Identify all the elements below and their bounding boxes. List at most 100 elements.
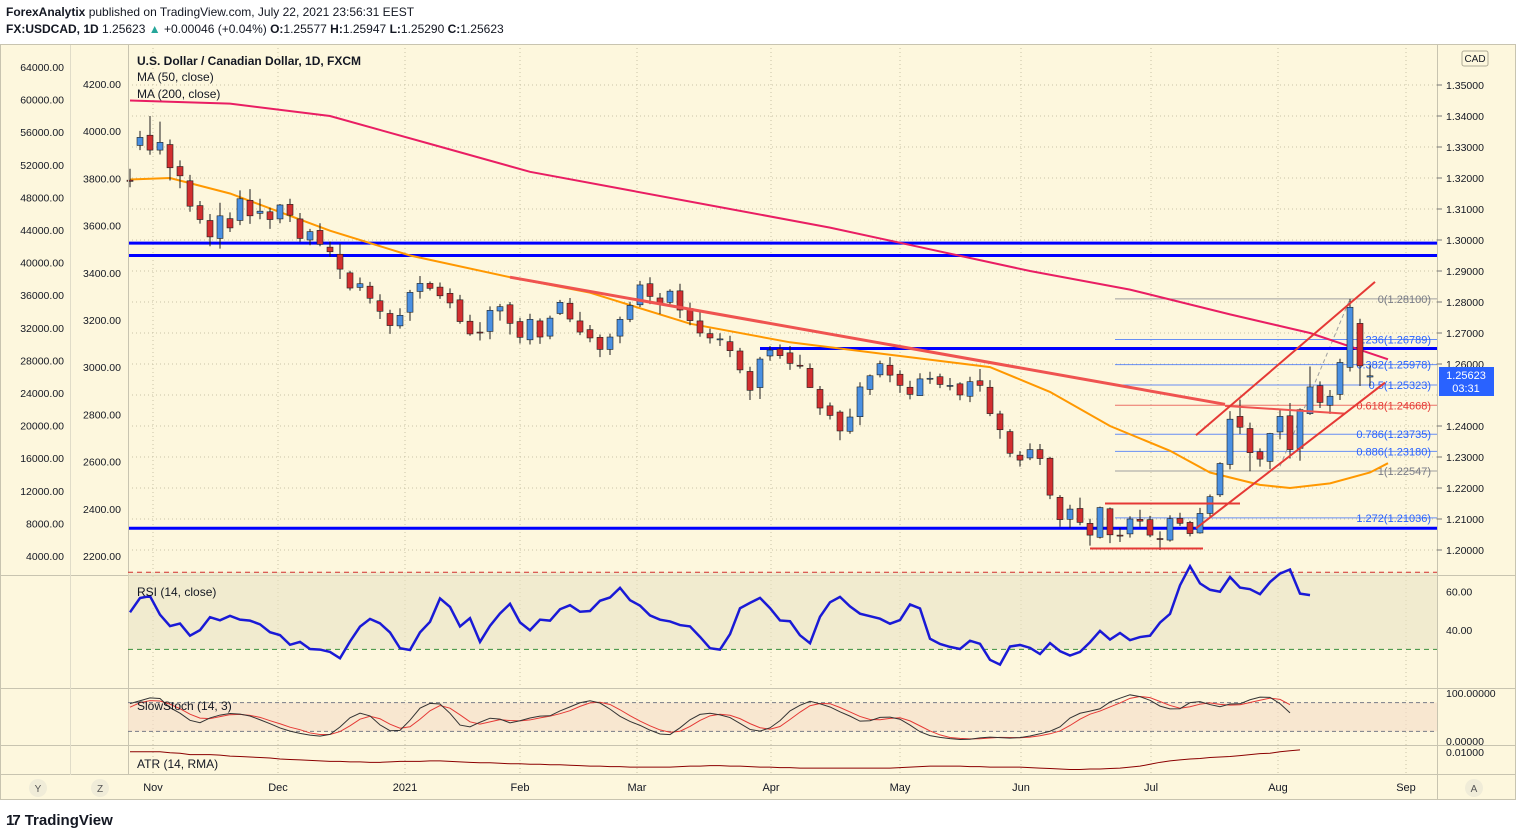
fib-level-label: 0.618(1.24668): [1356, 400, 1431, 412]
candle-body: [836, 411, 844, 432]
main-pane[interactable]: [128, 44, 1437, 575]
publisher-name[interactable]: ForexAnalytix: [6, 5, 86, 19]
currency-tag[interactable]: [1461, 50, 1489, 67]
left-axis-a-label: 60000.00: [20, 95, 64, 107]
last-price-label: 1.25623: [1446, 370, 1486, 382]
trendline[interactable]: [509, 275, 1226, 406]
atr-legend[interactable]: ATR (14, RMA): [137, 757, 218, 771]
stoch-indicator: 100.00000 0.00000: [128, 688, 1496, 748]
candle-body: [726, 341, 734, 351]
candle-body: [1246, 428, 1254, 453]
atr-pane[interactable]: [128, 746, 1437, 774]
candle-body: [276, 204, 284, 220]
candle-body: [1216, 463, 1224, 496]
left-axis-a-label: 44000.00: [20, 225, 64, 237]
candle-body: [406, 292, 414, 313]
candle-body: [466, 320, 474, 335]
candle-body: [266, 211, 274, 220]
candle-body: [906, 386, 914, 395]
candle-body: [826, 405, 834, 416]
right-axis-label: 1.33000: [1446, 142, 1484, 154]
candle-body: [956, 383, 964, 396]
stoch-axis-label: 0.00000: [1446, 736, 1484, 748]
published-text: published on TradingView.com, July 22, 2…: [88, 5, 415, 19]
candle-body: [636, 284, 644, 306]
candle-body: [1166, 518, 1174, 541]
candle-body: [366, 285, 374, 299]
candle-body: [1256, 451, 1264, 460]
candle-body: [1016, 454, 1024, 461]
candle-body: [1236, 416, 1244, 428]
candle-body: [1026, 449, 1034, 459]
candle-body: [506, 304, 514, 324]
atr-indicator: 0.01000: [130, 747, 1484, 771]
right-axis-label: 1.29000: [1446, 266, 1484, 278]
fib-level-label: 0.786(1.23735): [1356, 429, 1431, 441]
rsi-legend[interactable]: RSI (14, close): [137, 585, 216, 599]
candle-body: [386, 313, 394, 326]
left-axis-a-label: 56000.00: [20, 127, 64, 139]
trendlines: [509, 275, 1386, 550]
candle-body: [1036, 449, 1044, 459]
ma50-legend[interactable]: MA (50, close): [137, 70, 214, 84]
stoch-band-fill: [128, 702, 1437, 732]
candle-body: [856, 386, 864, 418]
trendline[interactable]: [1195, 381, 1386, 530]
candle-body: [1156, 538, 1164, 540]
candle-body: [886, 364, 894, 376]
time-axis-label: Nov: [143, 782, 163, 794]
tradingview-logo[interactable]: 17 TradingView: [6, 812, 113, 829]
candle-body: [916, 378, 924, 396]
candle-body: [136, 137, 144, 146]
open-value: 1.25577: [283, 22, 327, 36]
high-label: H:: [330, 22, 343, 36]
tradingview-mark-icon: 17: [6, 812, 21, 829]
candle-body: [746, 371, 754, 391]
candle-body: [876, 363, 884, 376]
left-axis-b-label: 2400.00: [83, 504, 121, 516]
candle-body: [766, 349, 774, 357]
candle-body: [296, 218, 304, 239]
candle-body: [306, 231, 314, 241]
right-axis-label: 1.32000: [1446, 173, 1484, 185]
time-axis-label: Aug: [1268, 782, 1288, 794]
left-axis-a-label: 12000.00: [20, 486, 64, 498]
right-axis-label: 1.34000: [1446, 111, 1484, 123]
time-axis-label: Jun: [1012, 782, 1030, 794]
currency-label: CAD: [1464, 54, 1485, 65]
rsi-axis-label: 40.00: [1446, 625, 1472, 637]
left-axis-b-label: 3200.00: [83, 315, 121, 327]
right-axis-label: 1.22000: [1446, 483, 1484, 495]
time-axis-label: May: [890, 782, 911, 794]
left-axis-b-label: 4200.00: [83, 79, 121, 91]
candle-body: [1296, 409, 1304, 449]
left-axis-b-label: 2200.00: [83, 551, 121, 563]
candle-body: [526, 319, 534, 341]
candle-body: [486, 310, 494, 332]
candle-body: [1046, 457, 1054, 496]
candle-body: [936, 376, 944, 385]
ma200-legend[interactable]: MA (200, close): [137, 87, 220, 101]
trendline[interactable]: [1224, 404, 1346, 415]
auto-scale-button[interactable]: [1465, 779, 1483, 797]
trendline[interactable]: [1195, 281, 1376, 437]
left-axis-b-label: 2800.00: [83, 409, 121, 421]
rsi-axis-label: 60.00: [1446, 587, 1472, 599]
scale-button[interactable]: [29, 779, 47, 797]
right-axis-label: 1.21000: [1446, 514, 1484, 526]
open-label: O:: [270, 22, 284, 36]
bar-countdown: 03:31: [1452, 383, 1480, 395]
left-axis-a-label: 20000.00: [20, 421, 64, 433]
left-axis-a-label: 32000.00: [20, 323, 64, 335]
candle-body: [606, 336, 614, 350]
stoch-legend[interactable]: SlowStoch (14, 3): [137, 699, 232, 713]
candle-body: [206, 220, 214, 238]
candle-body: [866, 375, 874, 390]
candle-body: [706, 333, 714, 339]
candle-body: [1076, 508, 1084, 523]
time-axis-label: Jul: [1144, 782, 1158, 794]
zoom-button[interactable]: [91, 779, 109, 797]
symbol-name: FX:USDCAD, 1D: [6, 22, 99, 36]
candle-body: [586, 329, 594, 339]
